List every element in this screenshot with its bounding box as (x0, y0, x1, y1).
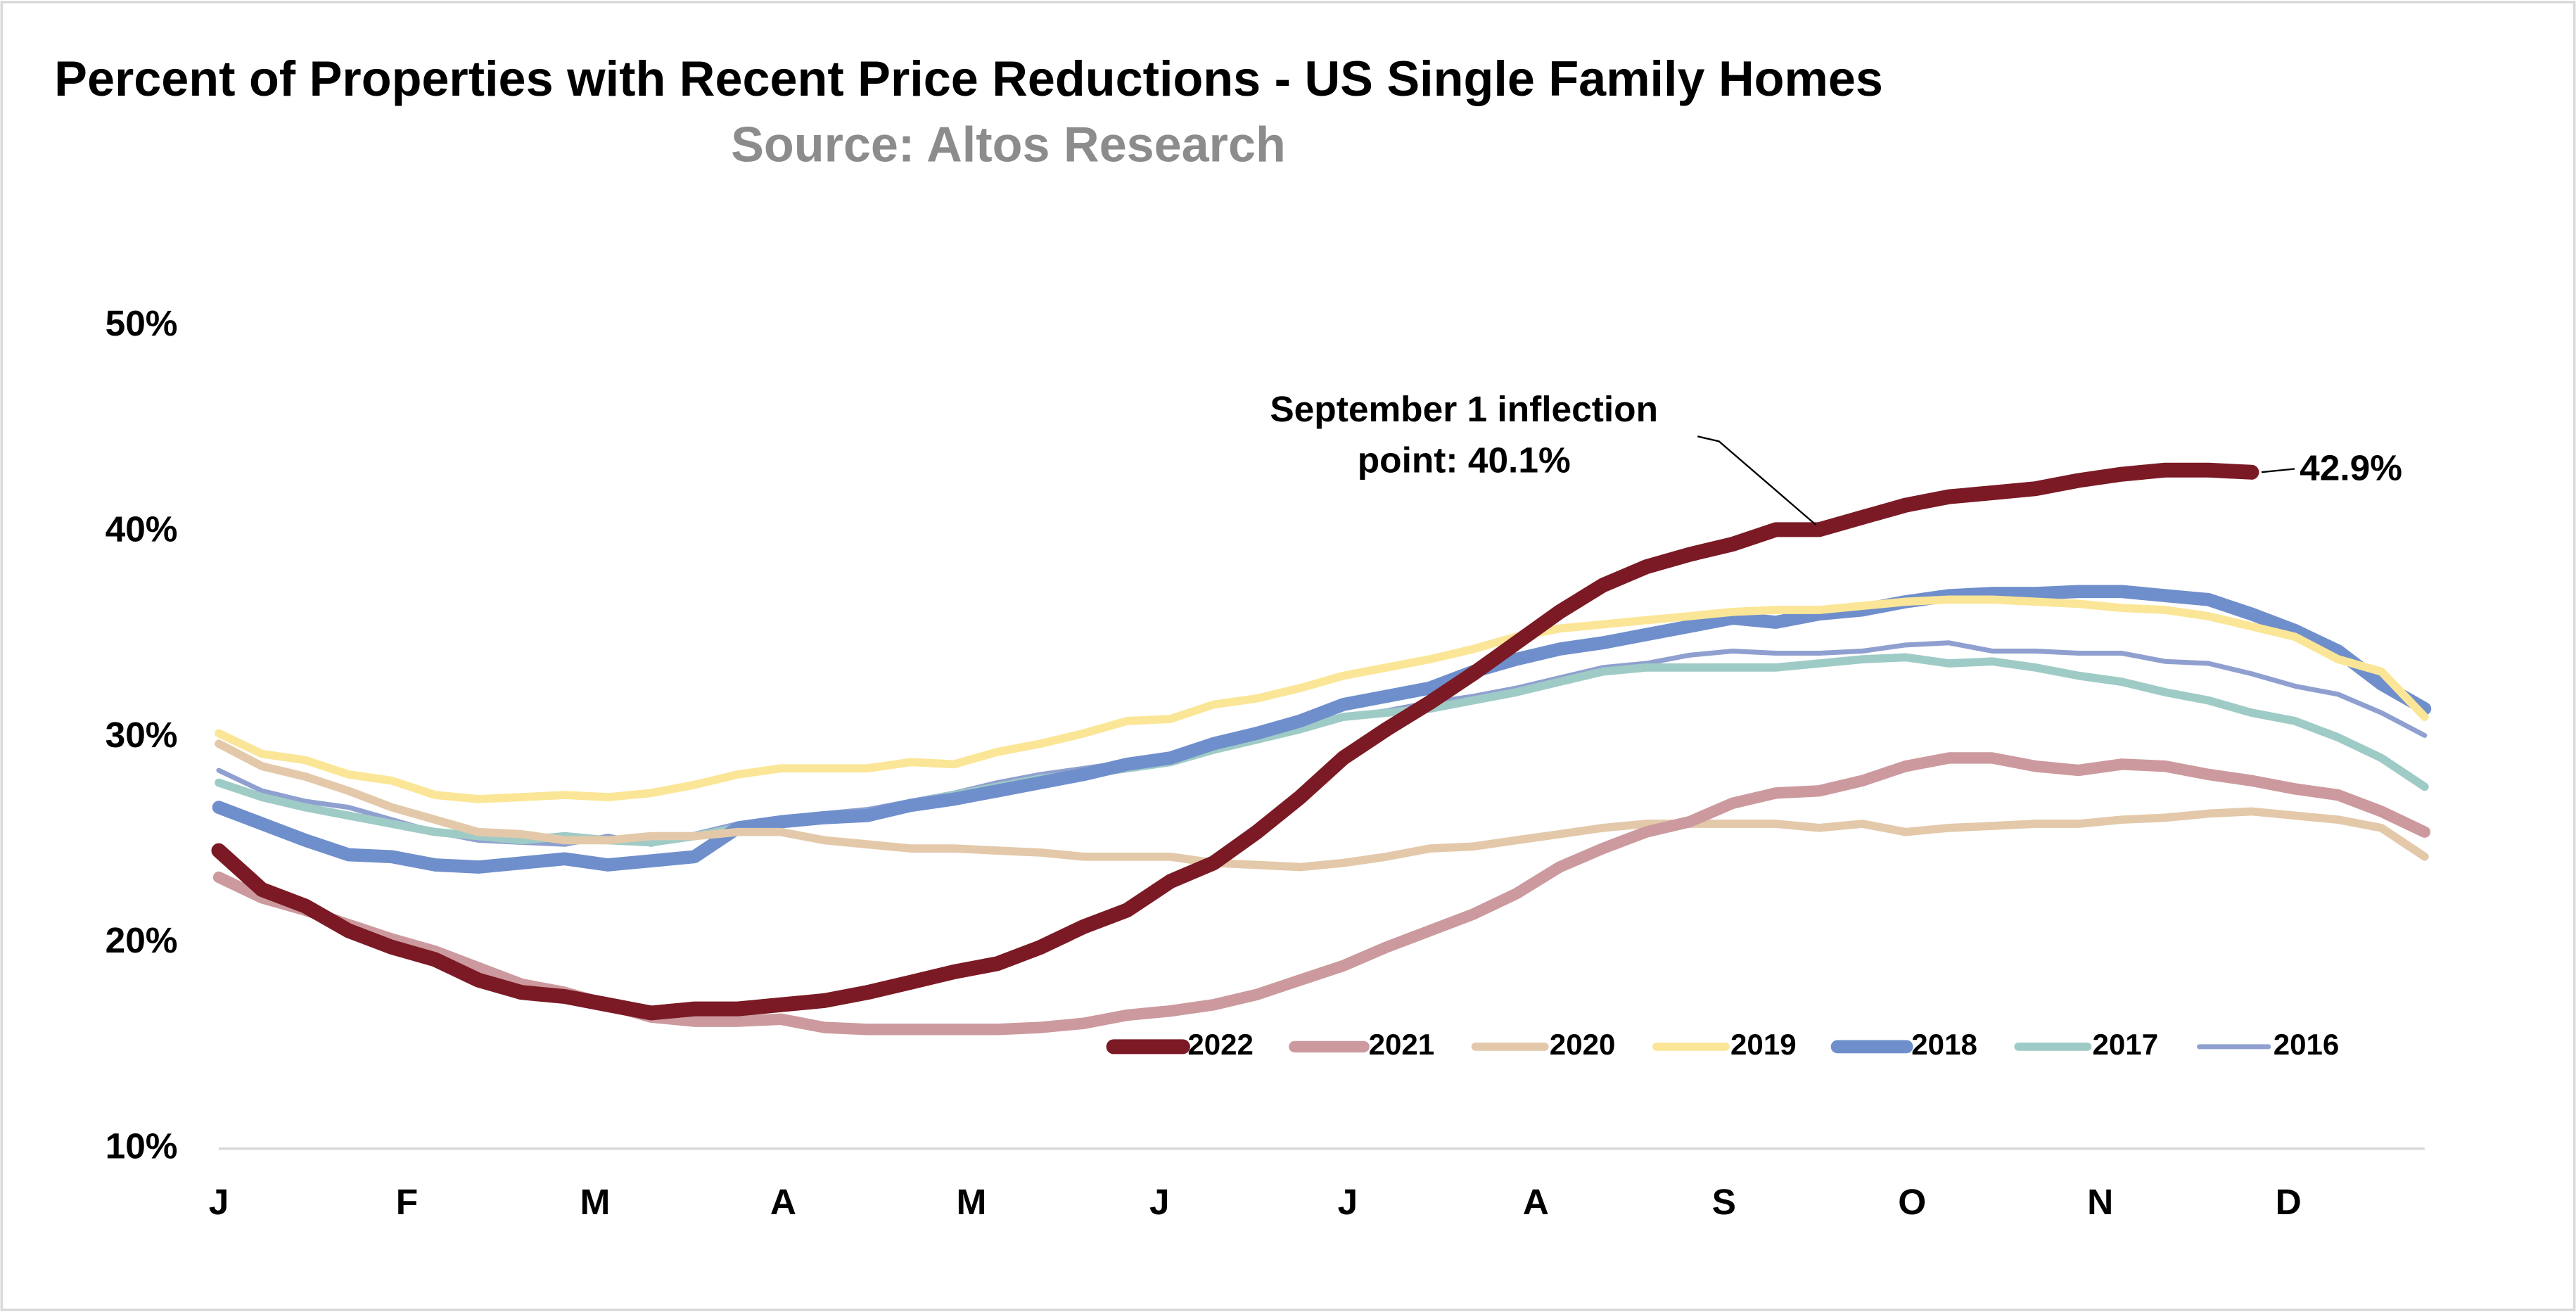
annotation-leader (1697, 435, 1817, 526)
legend-item: 2021 (1289, 1028, 1435, 1061)
legend-label: 2018 (1911, 1028, 1977, 1061)
x-tick-label: J (209, 1181, 229, 1222)
annotation: 42.9% (2300, 447, 2402, 488)
chart-subtitle: Source: Altos Research (731, 117, 1286, 172)
chart-title: Percent of Properties with Recent Price … (54, 51, 1883, 106)
series-line (215, 595, 2429, 803)
y-tick-label: 10% (106, 1125, 178, 1166)
series-line (215, 739, 2429, 872)
legend-label: 2022 (1187, 1028, 1254, 1061)
x-tick-label: M (956, 1181, 986, 1222)
y-tick-label: 30% (106, 714, 178, 755)
legend-item: 2017 (2014, 1028, 2158, 1061)
legend-label: 2020 (1550, 1028, 1616, 1061)
legend-item: 2022 (1106, 1028, 1254, 1061)
y-tick-label: 50% (106, 302, 178, 343)
x-tick-label: D (2276, 1181, 2302, 1222)
annotation-line: point: 40.1% (1358, 439, 1571, 480)
legend-item: 2018 (1830, 1028, 1977, 1061)
x-tick-label: S (1712, 1181, 1736, 1222)
annotation: September 1 inflection point: 40.1% (1270, 388, 1658, 480)
x-tick-label: O (1898, 1181, 1926, 1222)
y-tick-label: 40% (106, 509, 178, 549)
legend-label: 2021 (1369, 1028, 1435, 1061)
x-tick-label: A (1523, 1181, 1549, 1222)
series-line (211, 462, 2259, 1021)
x-tick-label: N (2087, 1181, 2113, 1222)
legend-label: 2019 (1730, 1028, 1797, 1061)
x-tick-label: J (1338, 1181, 1358, 1222)
legend-item: 2019 (1652, 1028, 1797, 1061)
legend-item: 2016 (2196, 1028, 2340, 1061)
annotation-line: September 1 inflection (1270, 388, 1658, 429)
x-tick-label: A (770, 1181, 796, 1222)
x-tick-label: F (396, 1181, 418, 1222)
series-line (212, 585, 2432, 874)
legend-item: 2020 (1471, 1028, 1616, 1061)
legend-label: 2017 (2092, 1028, 2158, 1061)
y-tick-label: 20% (106, 919, 178, 960)
legend-label: 2016 (2274, 1028, 2340, 1061)
x-tick-label: J (1149, 1181, 1170, 1222)
x-tick-label: M (580, 1181, 611, 1222)
annotation-leader (2261, 468, 2295, 473)
